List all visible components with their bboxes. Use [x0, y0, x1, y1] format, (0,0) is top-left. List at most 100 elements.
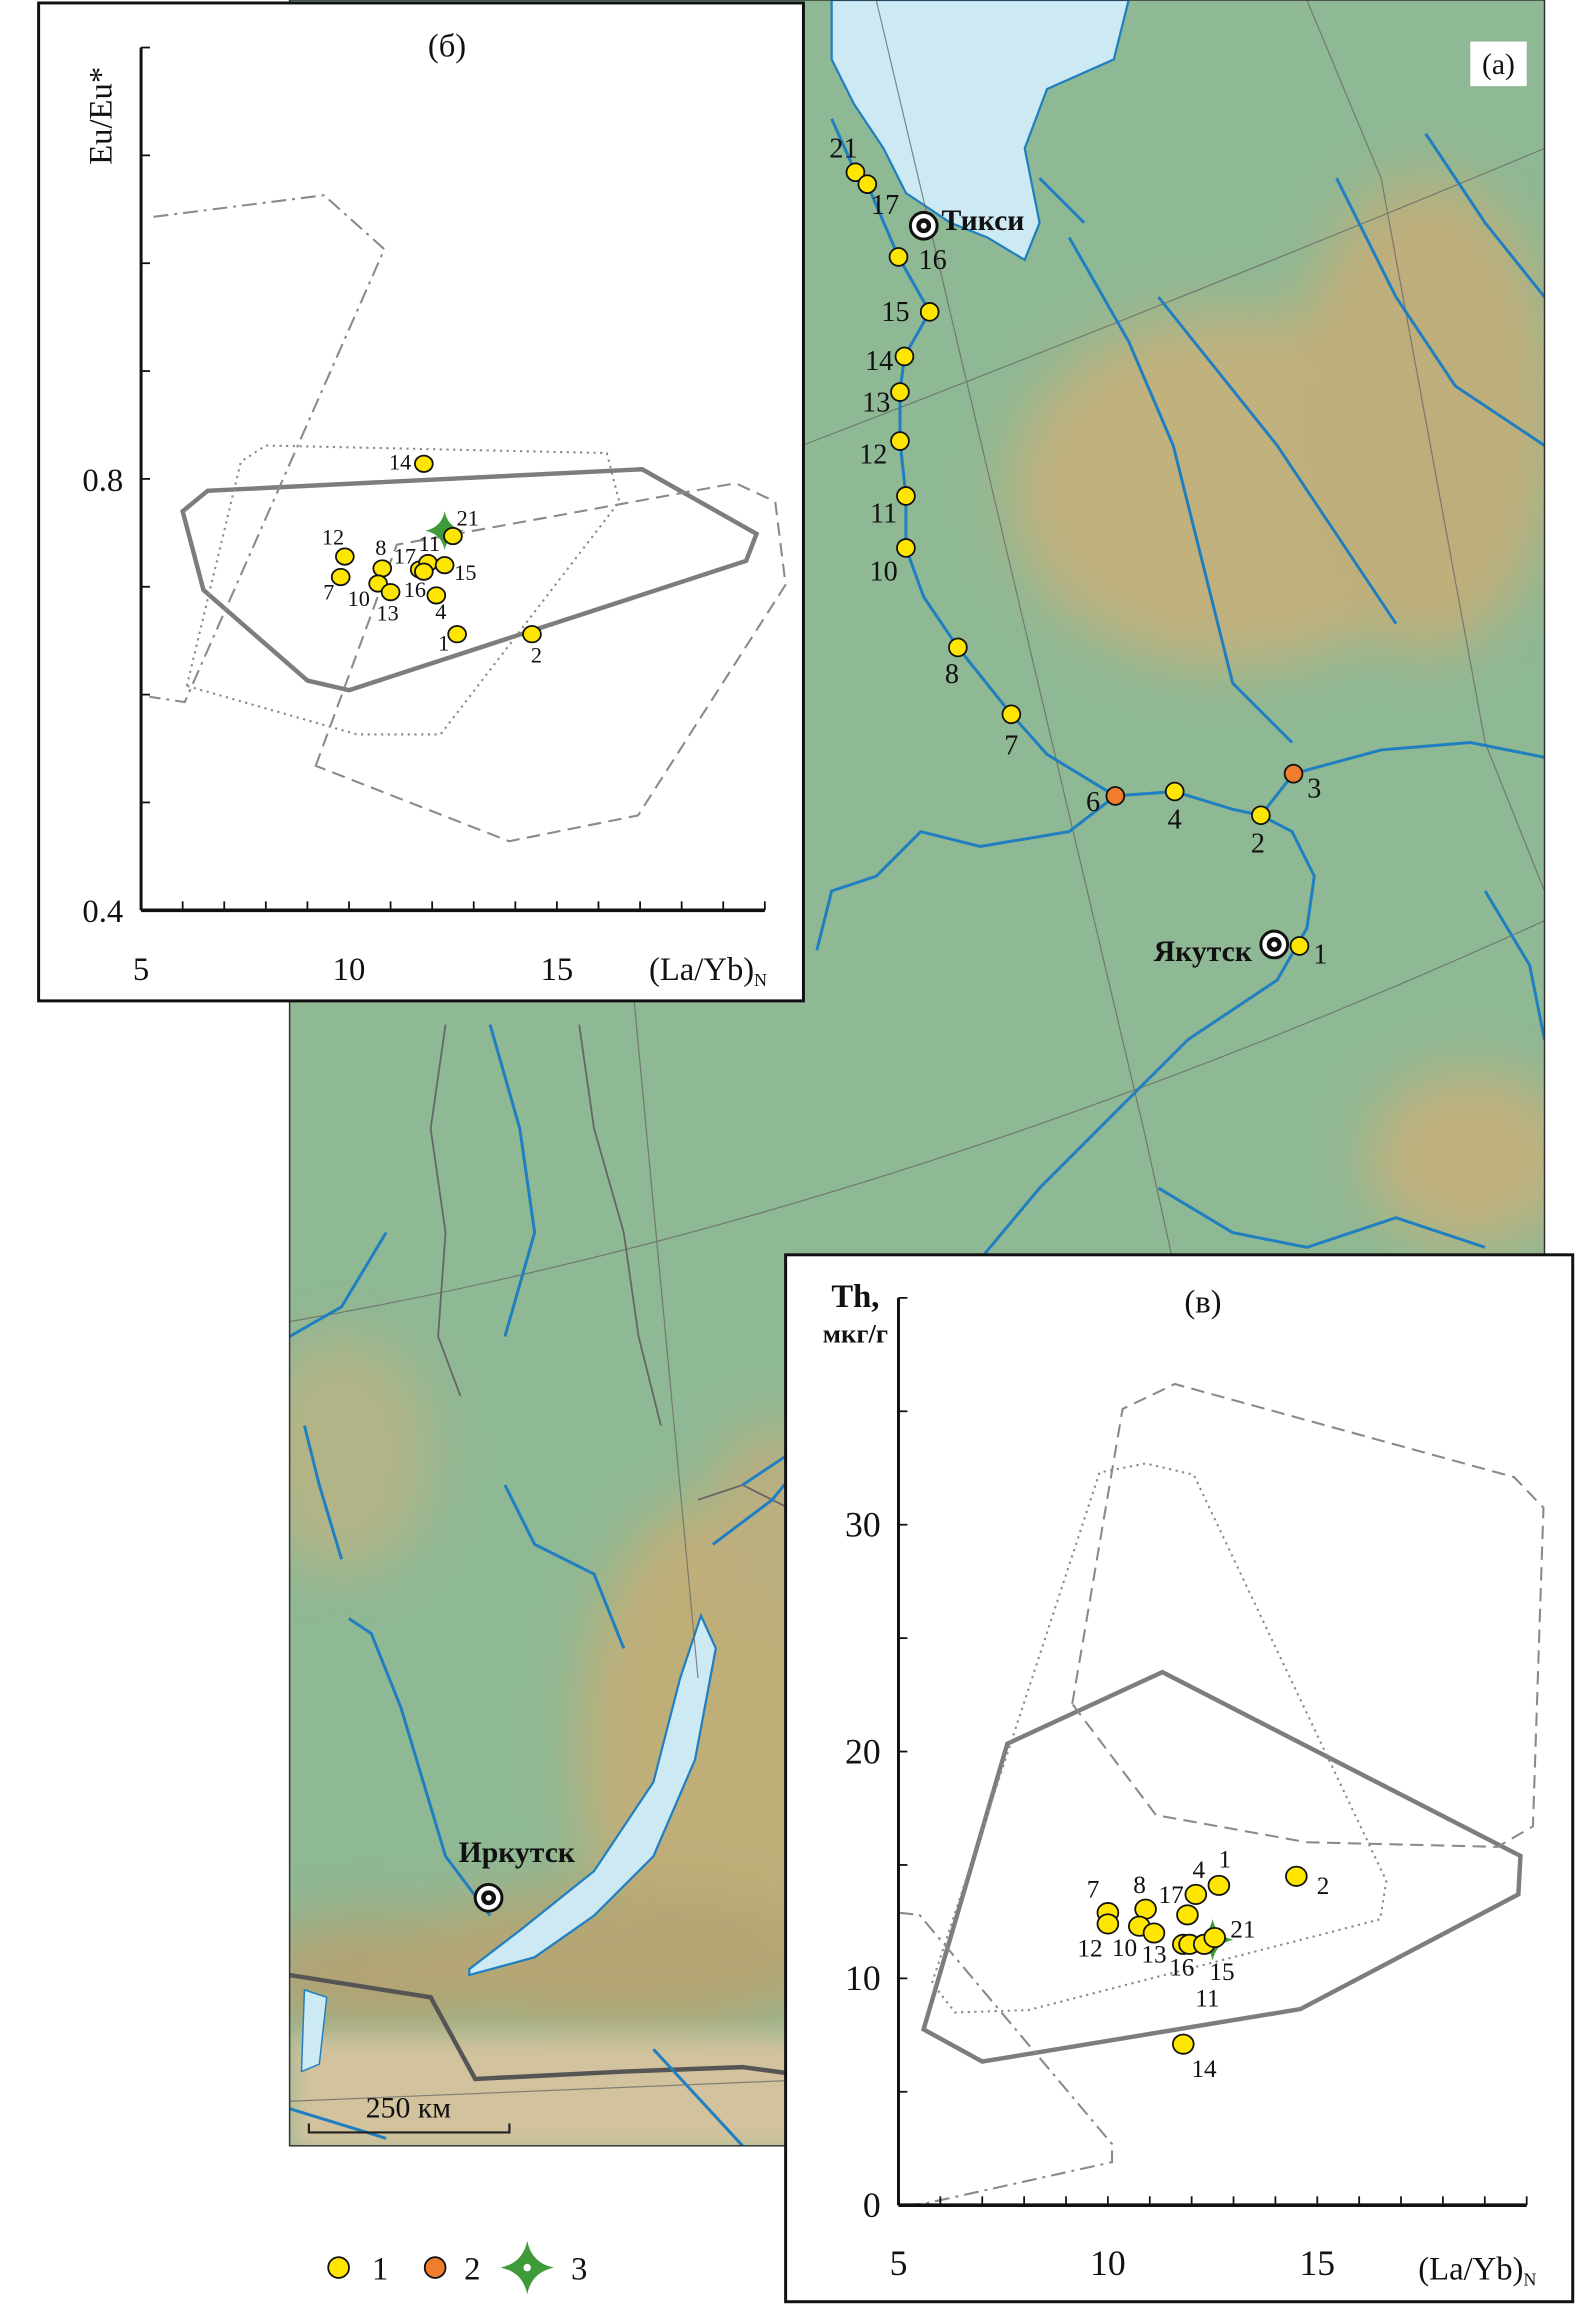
data-point-label: 12	[1077, 1936, 1102, 1963]
data-point-15	[434, 556, 455, 575]
lake	[300, 1988, 328, 2073]
sample-site-label: 3	[1307, 773, 1321, 804]
sample-site-14	[894, 346, 915, 367]
data-point-2	[522, 625, 542, 644]
y-tick-label: 10	[845, 1958, 881, 1998]
data-point-label: 4	[435, 599, 446, 624]
data-point-label: 10	[348, 586, 370, 611]
scale-bar-label: 250 км	[366, 2093, 451, 2125]
data-point-1	[1207, 1874, 1231, 1896]
aldan-river	[1259, 740, 1545, 817]
city-marker-center	[920, 222, 927, 229]
sample-site-10	[896, 538, 916, 558]
data-point-label: 2	[1317, 1873, 1330, 1900]
lake-baikal	[468, 1612, 717, 1977]
legend-label-3: 3	[571, 2251, 587, 2287]
vilyuy-river	[815, 794, 1117, 951]
x-tick-label: 10	[1090, 2243, 1126, 2283]
data-point-label: 4	[1192, 1857, 1205, 1884]
data-point-label: 14	[389, 450, 411, 475]
city-label: Иркутск	[459, 1837, 576, 1869]
data-point-14	[1171, 2033, 1195, 2055]
sample-site-17	[857, 174, 878, 194]
sample-site-6	[1105, 786, 1126, 806]
sample-site-3	[1283, 763, 1304, 784]
legend: 1 2 3	[327, 2240, 587, 2295]
data-point-label: 7	[1087, 1877, 1100, 1904]
legend-label-2: 2	[464, 2251, 480, 2287]
chart-v-xlabel: (La/Yb)N	[1418, 2251, 1536, 2289]
data-point-label: 11	[1195, 1986, 1219, 2013]
data-point-label: 17	[394, 544, 416, 569]
city-marker-center	[485, 1894, 492, 1901]
sample-site-13	[890, 382, 910, 402]
data-point-label: 1	[1218, 1847, 1231, 1874]
y-tick-label: 0.8	[82, 463, 123, 499]
chart-v-title: (в)	[1184, 1285, 1221, 1321]
sample-sites: 21 17 16 15 14 13 12 11 10 8 7 6 4 2 3 1	[829, 133, 1327, 970]
data-point-2	[1285, 1865, 1308, 1887]
data-point-8	[372, 559, 393, 578]
data-point-label: 12	[322, 525, 344, 550]
scale-bar: 250 км	[307, 2093, 511, 2134]
sample-site-label: 16	[919, 245, 947, 276]
sample-site-label: 8	[945, 659, 959, 690]
city-marker-center	[1271, 941, 1278, 948]
data-point-21	[443, 527, 463, 546]
data-point-label: 21	[1230, 1917, 1255, 1944]
cities: Тикси Якутск Иркутск	[459, 205, 1290, 1913]
data-point-13	[380, 583, 401, 602]
data-point-1	[447, 625, 467, 644]
data-point-label: 17	[1159, 1882, 1184, 1909]
sample-site-label: 15	[881, 297, 909, 328]
legend-star-center	[523, 2263, 531, 2272]
sample-site-2	[1251, 805, 1271, 826]
sample-site-label: 4	[1168, 805, 1182, 836]
mountain-relief	[289, 178, 1545, 2035]
sample-site-label: 2	[1251, 828, 1265, 859]
data-point-label: 11	[419, 531, 440, 556]
data-point-14	[414, 454, 434, 473]
sample-site-label: 17	[871, 190, 899, 221]
data-point-label: 1	[438, 631, 449, 656]
sample-site-label: 7	[1004, 730, 1018, 761]
legend-yellow-circle-icon	[327, 2256, 350, 2279]
sample-site-21	[845, 162, 866, 183]
chart-v-ylabel-unit: мкг/г	[823, 1318, 888, 1348]
chart-b-frame	[37, 1, 805, 1003]
field-outline-dotted	[930, 1462, 1388, 2014]
sample-site-12	[890, 431, 910, 451]
field-outline-dashed	[1071, 1382, 1545, 1848]
data-point-label: 2	[531, 642, 542, 667]
chart-v-frame	[784, 1253, 1575, 2304]
data-point-13	[1142, 1922, 1166, 1944]
panel-a-label: (а)	[1482, 49, 1515, 81]
data-point-label: 8	[375, 535, 386, 560]
x-tick-label: 5	[890, 2243, 908, 2283]
data-point-label: 21	[457, 506, 479, 531]
city-label: Тикси	[942, 205, 1025, 237]
x-tick-label: 15	[541, 952, 574, 988]
y-tick-label: 0.4	[82, 894, 123, 930]
data-point-label: 14	[1191, 2056, 1217, 2083]
sample-site-label: 21	[829, 133, 857, 164]
data-point-label: 15	[1209, 1959, 1234, 1986]
chart-b-title: (б)	[428, 28, 466, 64]
y-tick-label: 20	[845, 1731, 881, 1771]
y-tick-label: 30	[845, 1505, 881, 1545]
sample-site-11	[896, 486, 916, 506]
data-point-16	[414, 562, 434, 581]
sample-site-label: 10	[870, 557, 898, 588]
data-point-label: 15	[454, 560, 476, 585]
sample-site-7	[1001, 704, 1022, 725]
x-tick-label: 10	[333, 952, 366, 988]
data-point-label: 10	[1112, 1935, 1137, 1962]
data-point-17	[1176, 1904, 1199, 1926]
data-point-label: 16	[1169, 1955, 1194, 1982]
legend-label-1: 1	[372, 2251, 388, 2287]
data-point-4	[1184, 1883, 1208, 1905]
green-star-marker	[425, 511, 464, 550]
chart-v-ylabel: Th,	[831, 1279, 879, 1315]
data-point-12	[335, 547, 355, 566]
